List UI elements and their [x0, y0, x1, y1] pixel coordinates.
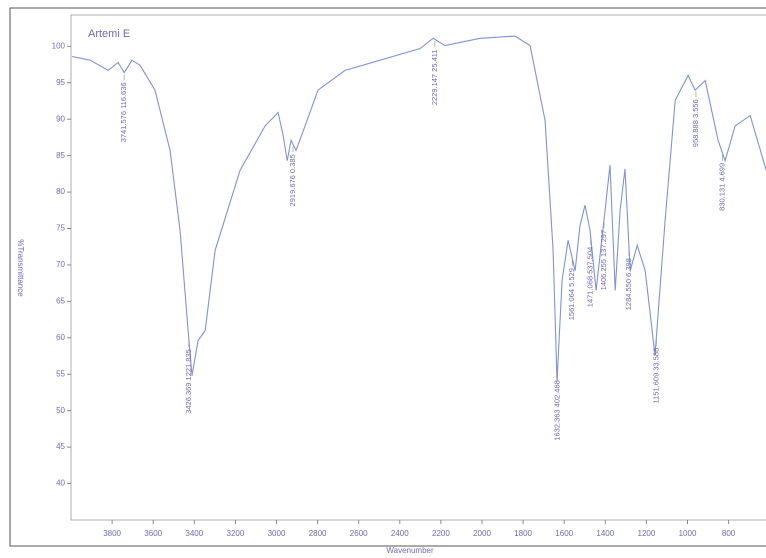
frame — [9, 7, 766, 547]
peak-annotation: 1561.064 5.529 — [567, 268, 576, 320]
y-tick-label: 60 — [56, 333, 65, 342]
chart-title: Artemi E — [88, 28, 130, 40]
x-tick-label: 3600 — [144, 529, 162, 538]
peak-annotation: 1406.255 137.297 — [599, 230, 608, 290]
peak-annotation: 2919.676 0.385 — [288, 154, 297, 206]
y-tick-label: 55 — [56, 369, 65, 378]
x-tick-label: 1600 — [555, 529, 573, 538]
x-tick-label: 1000 — [679, 529, 697, 538]
x-tick-label: 3200 — [227, 529, 245, 538]
x-tick-label: 800 — [722, 529, 736, 538]
x-axis-title: Wavenumber — [386, 546, 434, 555]
x-tick-label: 2800 — [309, 529, 327, 538]
x-tick-label: 2600 — [350, 529, 368, 538]
y-tick-label: 70 — [56, 260, 65, 269]
y-tick-label: 40 — [56, 479, 65, 488]
x-tick-label: 3800 — [103, 529, 121, 538]
x-tick-label: 2200 — [432, 529, 450, 538]
plot-area — [70, 14, 766, 521]
peak-annotation: 1632.363 402.468 — [553, 380, 562, 440]
y-tick-label: 65 — [56, 296, 65, 305]
peak-annotation: 1151.609 33.588 — [651, 348, 660, 404]
y-tick-label: 75 — [56, 224, 65, 233]
peak-annotation: 1284.550 6.398 — [624, 258, 633, 310]
x-tick-label: 1200 — [638, 529, 656, 538]
x-tick-label: 1800 — [514, 529, 532, 538]
y-tick-label: 95 — [56, 78, 65, 87]
peak-annotation: 3426.369 1221.835 — [184, 349, 193, 414]
x-tick-label: 1400 — [596, 529, 614, 538]
peak-annotation: 1471.068 537.504 — [586, 247, 595, 307]
x-tick-label: 3400 — [185, 529, 203, 538]
spectrum-line — [71, 35, 766, 381]
y-tick-label: 80 — [56, 187, 65, 196]
y-tick-label: 85 — [56, 151, 65, 160]
x-tick-label: 2000 — [473, 529, 491, 538]
peak-annotation: 830.131 4.699 — [717, 163, 726, 211]
peak-annotation: 2229.147 25.411 — [430, 49, 439, 105]
peak-annotation: 958.888 3.556 — [691, 99, 700, 147]
y-axis-title: %Transmittance — [16, 239, 25, 297]
peak-annotation: 3741.576 116.636 — [119, 82, 128, 142]
y-tick-label: 100 — [52, 41, 66, 50]
x-tick-label: 2400 — [391, 529, 409, 538]
y-tick-label: 90 — [56, 114, 65, 123]
y-tick-label: 50 — [56, 406, 65, 415]
x-tick-label: 3000 — [268, 529, 286, 538]
y-tick-label: 45 — [56, 442, 65, 451]
